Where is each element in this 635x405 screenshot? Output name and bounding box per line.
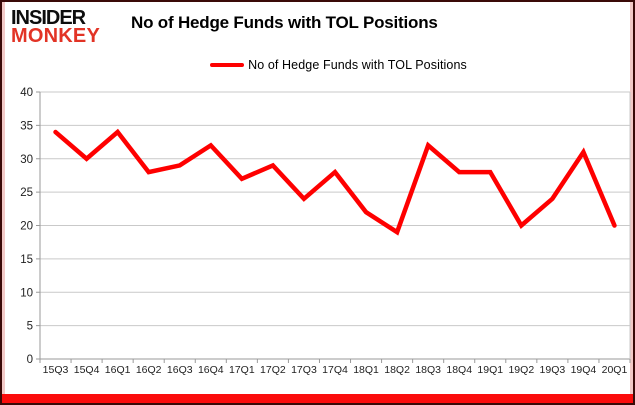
bottom-red-bar: [2, 394, 633, 403]
svg-text:35: 35: [20, 120, 33, 132]
svg-text:16Q1: 16Q1: [105, 364, 131, 376]
svg-text:19Q3: 19Q3: [540, 364, 566, 376]
svg-text:15Q3: 15Q3: [43, 364, 69, 376]
svg-text:17Q2: 17Q2: [260, 364, 286, 376]
svg-text:18Q2: 18Q2: [384, 364, 410, 376]
svg-text:19Q4: 19Q4: [571, 364, 597, 376]
logo-insider-text: INSIDER: [11, 7, 86, 29]
svg-text:20: 20: [20, 221, 33, 233]
insider-monkey-logo: INSIDER MONKEY: [11, 7, 100, 48]
legend: No of Hedge Funds with TOL Positions: [2, 58, 633, 72]
svg-text:25: 25: [20, 187, 33, 199]
logo-monkey-text: MONKEY: [11, 25, 100, 48]
svg-text:19Q1: 19Q1: [477, 364, 503, 376]
svg-text:16Q4: 16Q4: [198, 364, 224, 376]
svg-text:10: 10: [20, 287, 33, 299]
svg-text:17Q1: 17Q1: [229, 364, 255, 376]
svg-text:5: 5: [27, 321, 33, 333]
svg-text:16Q3: 16Q3: [167, 364, 193, 376]
left-accent-border: [2, 2, 5, 403]
svg-text:0: 0: [27, 354, 33, 366]
svg-text:18Q4: 18Q4: [446, 364, 472, 376]
svg-text:40: 40: [20, 87, 33, 99]
right-accent-border: [630, 2, 633, 403]
svg-text:18Q3: 18Q3: [415, 364, 441, 376]
svg-text:20Q1: 20Q1: [602, 364, 628, 376]
svg-text:30: 30: [20, 154, 33, 166]
chart-title: No of Hedge Funds with TOL Positions: [131, 13, 438, 32]
svg-text:18Q1: 18Q1: [353, 364, 379, 376]
svg-text:15Q4: 15Q4: [74, 364, 100, 376]
legend-label: No of Hedge Funds with TOL Positions: [248, 58, 467, 72]
svg-text:16Q2: 16Q2: [136, 364, 162, 376]
svg-text:17Q4: 17Q4: [322, 364, 348, 376]
svg-text:17Q3: 17Q3: [291, 364, 317, 376]
svg-text:15: 15: [20, 254, 33, 266]
legend-line-swatch-icon: [210, 63, 245, 67]
svg-text:19Q2: 19Q2: [508, 364, 534, 376]
